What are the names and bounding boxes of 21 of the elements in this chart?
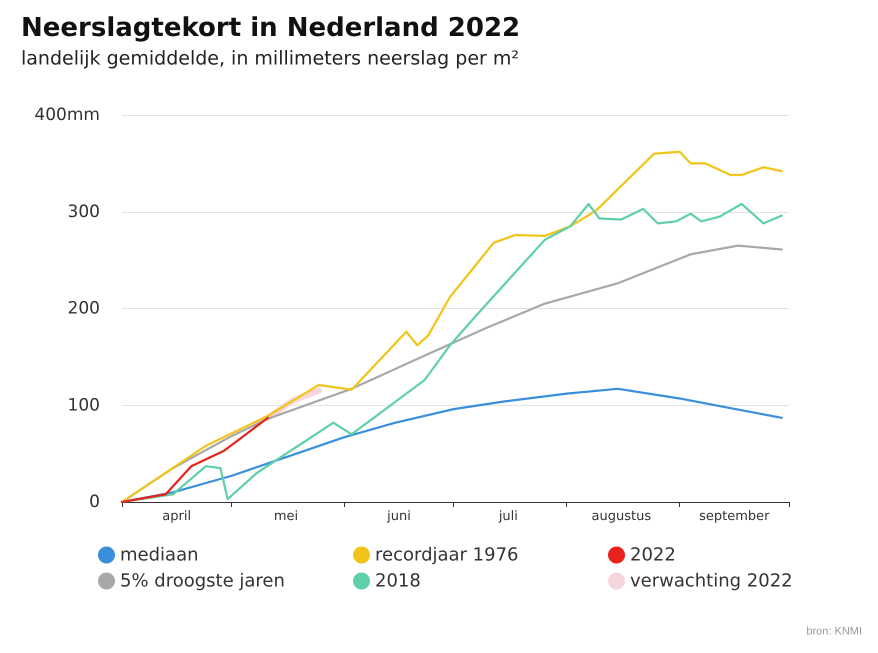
y-tick-label: 100 bbox=[68, 395, 100, 416]
legend-label: recordjaar 1976 bbox=[375, 544, 518, 566]
legend-label: 2022 bbox=[630, 544, 676, 566]
legend-label: verwachting 2022 bbox=[630, 570, 793, 592]
legend-label: 2018 bbox=[375, 570, 421, 592]
y-tick-label: 300 bbox=[68, 202, 100, 222]
x-tick-label: september bbox=[699, 509, 770, 524]
y-tick-label: 400mm bbox=[34, 105, 100, 125]
x-tick-label: juli bbox=[498, 509, 518, 524]
line-series bbox=[120, 416, 269, 504]
y-tick-label: 200 bbox=[68, 298, 100, 318]
x-tick-label: juni bbox=[386, 509, 411, 524]
legend-label: mediaan bbox=[120, 544, 199, 566]
y-tick-label: 0 bbox=[89, 492, 100, 512]
x-tick-label: april bbox=[162, 509, 192, 524]
text: bron: KNMI bbox=[806, 626, 862, 638]
x-tick-label: mei bbox=[274, 509, 298, 524]
chart-title: Neerslagtekort in Nederland 2022 bbox=[21, 13, 520, 43]
x-tick-label: augustus bbox=[592, 509, 652, 524]
legend-label: 5% droogste jaren bbox=[120, 570, 285, 592]
chart-subtitle: landelijk gemiddelde, in millimeters neerslag per m² bbox=[21, 48, 519, 70]
